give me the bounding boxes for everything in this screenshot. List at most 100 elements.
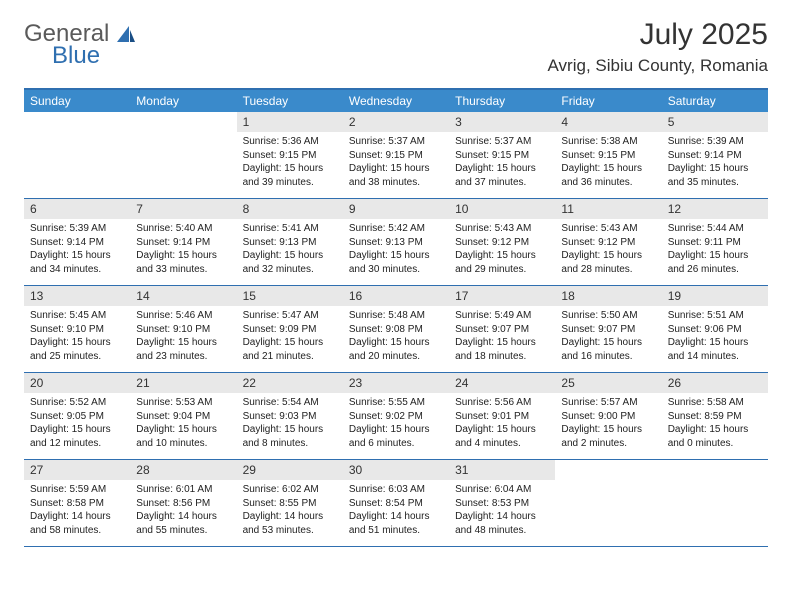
sunrise-text: Sunrise: 5:50 AM bbox=[561, 309, 655, 323]
sunset-text: Sunset: 9:00 PM bbox=[561, 410, 655, 424]
day-number: 31 bbox=[449, 460, 555, 480]
sunrise-text: Sunrise: 5:57 AM bbox=[561, 396, 655, 410]
calendar-cell: 19Sunrise: 5:51 AMSunset: 9:06 PMDayligh… bbox=[662, 286, 768, 372]
calendar: SundayMondayTuesdayWednesdayThursdayFrid… bbox=[24, 88, 768, 547]
calendar-week: 27Sunrise: 5:59 AMSunset: 8:58 PMDayligh… bbox=[24, 460, 768, 547]
day-detail: Sunrise: 5:42 AMSunset: 9:13 PMDaylight:… bbox=[343, 219, 449, 280]
daylight-text: Daylight: 15 hours and 29 minutes. bbox=[455, 249, 549, 276]
calendar-cell: 3Sunrise: 5:37 AMSunset: 9:15 PMDaylight… bbox=[449, 112, 555, 198]
calendar-cell: 25Sunrise: 5:57 AMSunset: 9:00 PMDayligh… bbox=[555, 373, 661, 459]
weekday-header: Friday bbox=[555, 90, 661, 112]
sunset-text: Sunset: 9:07 PM bbox=[455, 323, 549, 337]
day-number: 23 bbox=[343, 373, 449, 393]
day-detail: Sunrise: 6:02 AMSunset: 8:55 PMDaylight:… bbox=[237, 480, 343, 541]
day-detail: Sunrise: 5:41 AMSunset: 9:13 PMDaylight:… bbox=[237, 219, 343, 280]
daylight-text: Daylight: 15 hours and 16 minutes. bbox=[561, 336, 655, 363]
day-number: 14 bbox=[130, 286, 236, 306]
weekday-header: Tuesday bbox=[237, 90, 343, 112]
sunset-text: Sunset: 9:15 PM bbox=[349, 149, 443, 163]
day-number: 5 bbox=[662, 112, 768, 132]
day-detail: Sunrise: 5:37 AMSunset: 9:15 PMDaylight:… bbox=[343, 132, 449, 193]
sunset-text: Sunset: 8:56 PM bbox=[136, 497, 230, 511]
day-number: 1 bbox=[237, 112, 343, 132]
day-number: 25 bbox=[555, 373, 661, 393]
calendar-cell: 4Sunrise: 5:38 AMSunset: 9:15 PMDaylight… bbox=[555, 112, 661, 198]
calendar-cell-empty bbox=[24, 112, 130, 198]
calendar-cell: 12Sunrise: 5:44 AMSunset: 9:11 PMDayligh… bbox=[662, 199, 768, 285]
daylight-text: Daylight: 15 hours and 37 minutes. bbox=[455, 162, 549, 189]
day-number: 17 bbox=[449, 286, 555, 306]
daylight-text: Daylight: 15 hours and 4 minutes. bbox=[455, 423, 549, 450]
logo-text: General Blue bbox=[24, 22, 109, 68]
sunrise-text: Sunrise: 5:48 AM bbox=[349, 309, 443, 323]
day-number: 27 bbox=[24, 460, 130, 480]
sunset-text: Sunset: 9:11 PM bbox=[668, 236, 762, 250]
sunrise-text: Sunrise: 5:54 AM bbox=[243, 396, 337, 410]
calendar-cell: 9Sunrise: 5:42 AMSunset: 9:13 PMDaylight… bbox=[343, 199, 449, 285]
sunrise-text: Sunrise: 6:02 AM bbox=[243, 483, 337, 497]
calendar-cell-empty bbox=[662, 460, 768, 546]
day-detail: Sunrise: 6:03 AMSunset: 8:54 PMDaylight:… bbox=[343, 480, 449, 541]
day-number: 11 bbox=[555, 199, 661, 219]
sunrise-text: Sunrise: 5:43 AM bbox=[455, 222, 549, 236]
day-detail: Sunrise: 5:51 AMSunset: 9:06 PMDaylight:… bbox=[662, 306, 768, 367]
day-detail: Sunrise: 5:39 AMSunset: 9:14 PMDaylight:… bbox=[24, 219, 130, 280]
sunset-text: Sunset: 9:02 PM bbox=[349, 410, 443, 424]
day-detail: Sunrise: 5:57 AMSunset: 9:00 PMDaylight:… bbox=[555, 393, 661, 454]
day-detail: Sunrise: 5:56 AMSunset: 9:01 PMDaylight:… bbox=[449, 393, 555, 454]
sunrise-text: Sunrise: 5:43 AM bbox=[561, 222, 655, 236]
daylight-text: Daylight: 15 hours and 6 minutes. bbox=[349, 423, 443, 450]
day-number: 9 bbox=[343, 199, 449, 219]
calendar-week: 1Sunrise: 5:36 AMSunset: 9:15 PMDaylight… bbox=[24, 112, 768, 199]
sunset-text: Sunset: 8:59 PM bbox=[668, 410, 762, 424]
sunset-text: Sunset: 9:09 PM bbox=[243, 323, 337, 337]
day-number: 6 bbox=[24, 199, 130, 219]
sunrise-text: Sunrise: 6:01 AM bbox=[136, 483, 230, 497]
calendar-cell: 11Sunrise: 5:43 AMSunset: 9:12 PMDayligh… bbox=[555, 199, 661, 285]
calendar-cell: 22Sunrise: 5:54 AMSunset: 9:03 PMDayligh… bbox=[237, 373, 343, 459]
sunset-text: Sunset: 9:04 PM bbox=[136, 410, 230, 424]
day-detail: Sunrise: 6:01 AMSunset: 8:56 PMDaylight:… bbox=[130, 480, 236, 541]
daylight-text: Daylight: 15 hours and 8 minutes. bbox=[243, 423, 337, 450]
daylight-text: Daylight: 15 hours and 30 minutes. bbox=[349, 249, 443, 276]
daylight-text: Daylight: 15 hours and 26 minutes. bbox=[668, 249, 762, 276]
sunrise-text: Sunrise: 5:36 AM bbox=[243, 135, 337, 149]
calendar-cell: 30Sunrise: 6:03 AMSunset: 8:54 PMDayligh… bbox=[343, 460, 449, 546]
day-detail: Sunrise: 5:58 AMSunset: 8:59 PMDaylight:… bbox=[662, 393, 768, 454]
calendar-cell: 2Sunrise: 5:37 AMSunset: 9:15 PMDaylight… bbox=[343, 112, 449, 198]
sunrise-text: Sunrise: 5:46 AM bbox=[136, 309, 230, 323]
sunrise-text: Sunrise: 5:53 AM bbox=[136, 396, 230, 410]
sunset-text: Sunset: 8:55 PM bbox=[243, 497, 337, 511]
sunset-text: Sunset: 9:10 PM bbox=[136, 323, 230, 337]
day-detail: Sunrise: 5:36 AMSunset: 9:15 PMDaylight:… bbox=[237, 132, 343, 193]
weekday-header: Monday bbox=[130, 90, 236, 112]
daylight-text: Daylight: 15 hours and 28 minutes. bbox=[561, 249, 655, 276]
sunset-text: Sunset: 9:01 PM bbox=[455, 410, 549, 424]
calendar-week: 13Sunrise: 5:45 AMSunset: 9:10 PMDayligh… bbox=[24, 286, 768, 373]
calendar-cell-empty bbox=[130, 112, 236, 198]
day-detail: Sunrise: 5:59 AMSunset: 8:58 PMDaylight:… bbox=[24, 480, 130, 541]
calendar-cell-empty bbox=[555, 460, 661, 546]
calendar-cell: 18Sunrise: 5:50 AMSunset: 9:07 PMDayligh… bbox=[555, 286, 661, 372]
sunset-text: Sunset: 9:07 PM bbox=[561, 323, 655, 337]
sunrise-text: Sunrise: 5:37 AM bbox=[349, 135, 443, 149]
sunset-text: Sunset: 9:13 PM bbox=[349, 236, 443, 250]
calendar-cell: 20Sunrise: 5:52 AMSunset: 9:05 PMDayligh… bbox=[24, 373, 130, 459]
daylight-text: Daylight: 15 hours and 32 minutes. bbox=[243, 249, 337, 276]
sunset-text: Sunset: 9:06 PM bbox=[668, 323, 762, 337]
title-month: July 2025 bbox=[548, 18, 768, 52]
daylight-text: Daylight: 14 hours and 58 minutes. bbox=[30, 510, 124, 537]
calendar-cell: 24Sunrise: 5:56 AMSunset: 9:01 PMDayligh… bbox=[449, 373, 555, 459]
sunset-text: Sunset: 9:15 PM bbox=[243, 149, 337, 163]
sunrise-text: Sunrise: 5:49 AM bbox=[455, 309, 549, 323]
sunrise-text: Sunrise: 5:59 AM bbox=[30, 483, 124, 497]
calendar-cell: 26Sunrise: 5:58 AMSunset: 8:59 PMDayligh… bbox=[662, 373, 768, 459]
day-number: 3 bbox=[449, 112, 555, 132]
calendar-cell: 8Sunrise: 5:41 AMSunset: 9:13 PMDaylight… bbox=[237, 199, 343, 285]
daylight-text: Daylight: 15 hours and 33 minutes. bbox=[136, 249, 230, 276]
sunset-text: Sunset: 8:58 PM bbox=[30, 497, 124, 511]
calendar-cell: 15Sunrise: 5:47 AMSunset: 9:09 PMDayligh… bbox=[237, 286, 343, 372]
daylight-text: Daylight: 15 hours and 36 minutes. bbox=[561, 162, 655, 189]
sunset-text: Sunset: 9:14 PM bbox=[668, 149, 762, 163]
calendar-cell: 5Sunrise: 5:39 AMSunset: 9:14 PMDaylight… bbox=[662, 112, 768, 198]
